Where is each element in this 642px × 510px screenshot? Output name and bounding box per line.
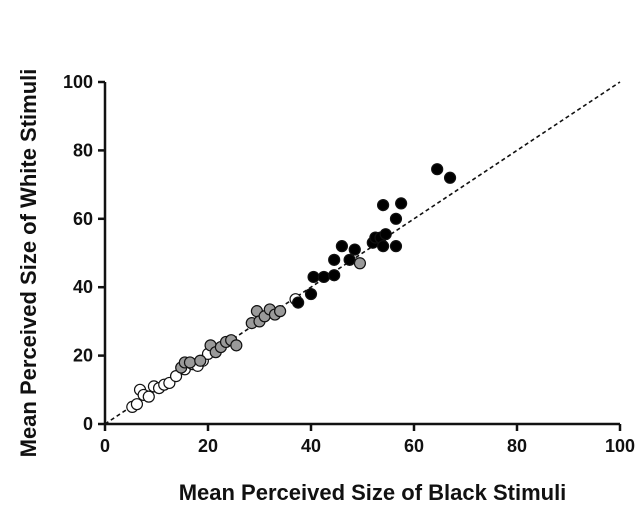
black-stimulus-point — [292, 296, 305, 309]
y-tick-label: 0 — [83, 414, 93, 434]
x-tick-label: 80 — [507, 436, 527, 456]
black-stimulus-point — [377, 240, 390, 253]
black-stimulus-point — [431, 163, 444, 176]
black-stimulus-point — [395, 197, 408, 210]
y-tick-label: 100 — [63, 72, 93, 92]
black-stimulus-point — [328, 269, 341, 282]
black-stimulus-point — [377, 199, 390, 212]
x-tick-label: 20 — [198, 436, 218, 456]
gray-stimulus-point — [183, 356, 197, 369]
black-stimulus-point — [443, 171, 457, 184]
black-stimulus-point — [304, 287, 318, 301]
black-stimulus-point — [389, 212, 403, 225]
white-stimulus-point — [130, 398, 144, 411]
black-stimulus-point — [307, 270, 320, 284]
gray-stimulus-point — [230, 339, 243, 352]
y-tick-label: 20 — [73, 346, 93, 366]
x-tick-label: 60 — [404, 436, 424, 456]
black-stimulus-point — [389, 240, 403, 253]
y-tick-label: 80 — [73, 140, 93, 160]
white-stimulus-point — [142, 390, 155, 403]
y-tick-label: 60 — [73, 209, 93, 229]
black-stimulus-point — [335, 240, 348, 253]
x-tick-label: 0 — [100, 436, 110, 456]
black-stimulus-point — [343, 253, 356, 266]
gray-stimulus-point — [194, 354, 207, 367]
identity-reference-line — [104, 81, 621, 425]
black-stimulus-point — [328, 253, 341, 266]
black-stimulus-point — [379, 228, 392, 241]
gray-stimulus-point — [274, 305, 287, 318]
x-tick-label: 40 — [301, 436, 321, 456]
x-tick-label: 100 — [605, 436, 635, 456]
y-tick-label: 40 — [73, 277, 93, 297]
black-stimulus-point — [348, 243, 361, 256]
black-stimulus-point — [317, 270, 330, 284]
gray-stimulus-point — [353, 257, 367, 270]
x-axis-title: Mean Perceived Size of Black Stimuli — [179, 480, 567, 505]
y-axis-title: Mean Perceived Size of White Stimuli — [16, 69, 41, 458]
